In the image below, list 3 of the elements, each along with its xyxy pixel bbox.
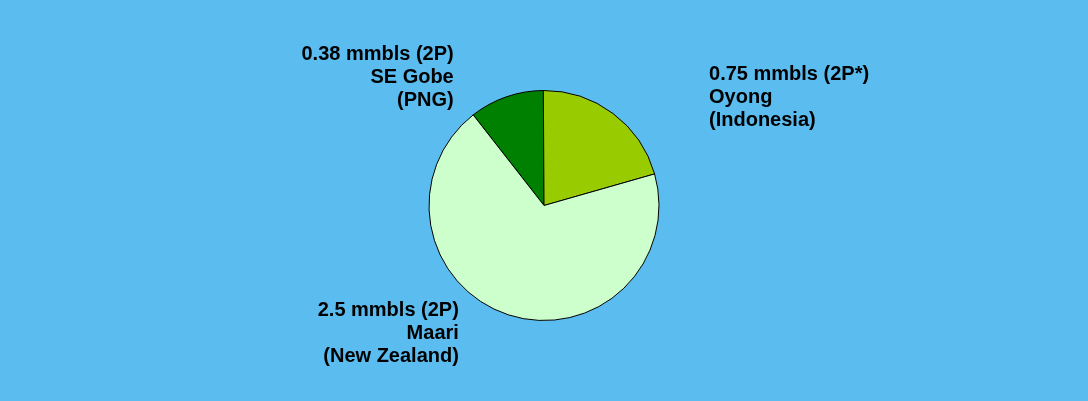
slice-label: 0.75 mmbls (2P*) Oyong (Indonesia) (709, 62, 870, 131)
slice-label: 0.38 mmbls (2P) SE Gobe (PNG) (301, 42, 454, 111)
slice-label: 2.5 mmbls (2P) Maari (New Zealand) (317, 298, 459, 367)
